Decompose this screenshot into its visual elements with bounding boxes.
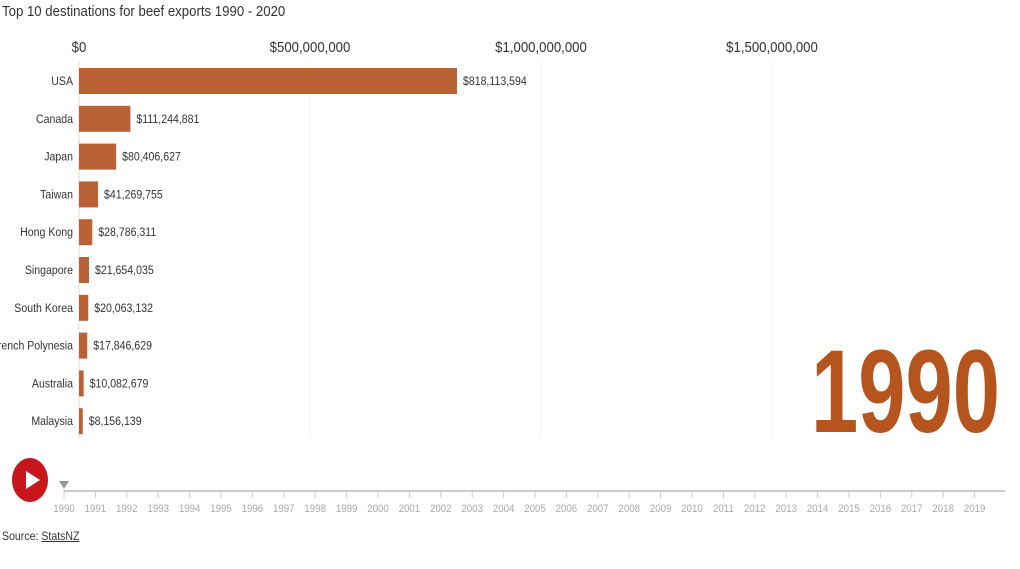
bar (79, 68, 457, 94)
timeline-year[interactable]: 2017 (901, 504, 923, 516)
bar (79, 219, 93, 246)
value-label: $818,113,594 (463, 75, 527, 88)
category-label: Hong Kong (20, 227, 73, 240)
x-tick-label: $0 (72, 38, 87, 55)
bar (79, 370, 84, 397)
timeline-year[interactable]: 1992 (116, 504, 138, 516)
timeline-handle (59, 481, 69, 489)
timeline-year[interactable]: 2011 (713, 504, 734, 516)
chart-title: Top 10 destinations for beef exports 199… (2, 3, 286, 20)
x-tick-label: $1,500,000,000 (726, 38, 818, 55)
source-label: Source: (2, 529, 39, 543)
timeline-year[interactable]: 1993 (147, 504, 169, 516)
current-year-label: 1990 (811, 325, 1000, 457)
timeline-year[interactable]: 2014 (807, 504, 829, 516)
value-label: $21,654,035 (95, 264, 154, 277)
value-label: $10,082,679 (90, 378, 149, 391)
value-label: $8,156,139 (89, 416, 142, 429)
timeline-year[interactable]: 2016 (870, 504, 892, 516)
category-label: Malaysia (31, 416, 73, 429)
x-tick-label: $500,000,000 (270, 38, 351, 55)
bar (79, 181, 99, 208)
timeline-year[interactable]: 2007 (587, 504, 609, 516)
timeline-year[interactable]: 1990 (53, 504, 75, 516)
value-label: $20,063,132 (94, 302, 153, 315)
x-tick-label: $1,000,000,000 (495, 38, 587, 55)
timeline-year[interactable]: 2003 (461, 504, 483, 516)
timeline-year[interactable]: 1991 (85, 504, 107, 516)
value-label: $17,846,629 (93, 340, 152, 353)
timeline-year[interactable]: 2010 (681, 504, 703, 516)
bar (79, 143, 117, 170)
timeline-year[interactable]: 2005 (524, 504, 546, 516)
timeline-year[interactable]: 2012 (744, 504, 766, 516)
value-label: $28,786,311 (98, 227, 156, 240)
category-label: South Korea (14, 302, 73, 315)
value-label: $80,406,627 (122, 151, 181, 164)
timeline-year[interactable]: 2018 (932, 504, 954, 516)
category-label: French Polynesia (0, 340, 74, 353)
timeline-year[interactable]: 2009 (650, 504, 672, 516)
timeline-year[interactable]: 1998 (304, 504, 326, 516)
timeline-year[interactable]: 1996 (242, 504, 264, 516)
bar (79, 294, 89, 321)
timeline-year[interactable]: 2015 (838, 504, 860, 516)
category-label: Canada (36, 113, 74, 126)
timeline-year[interactable]: 2013 (775, 504, 797, 516)
category-label: USA (51, 75, 73, 88)
bar (79, 257, 90, 283)
bar (79, 105, 131, 132)
timeline-year[interactable]: 2000 (367, 504, 389, 516)
timeline-year[interactable]: 1994 (179, 504, 201, 516)
timeline-year[interactable]: 2019 (964, 504, 986, 516)
timeline-year[interactable]: 2006 (556, 504, 578, 516)
timeline-year[interactable]: 2001 (399, 504, 421, 516)
source-link[interactable]: StatsNZ (41, 529, 80, 543)
timeline-year[interactable]: 2008 (618, 504, 640, 516)
category-label: Japan (44, 151, 73, 164)
category-label: Taiwan (40, 189, 73, 202)
category-label: Australia (32, 378, 74, 391)
timeline-year[interactable]: 2004 (493, 504, 515, 516)
value-label: $111,244,881 (136, 113, 199, 126)
value-label: $41,269,755 (104, 189, 163, 202)
timeline-year[interactable]: 1997 (273, 504, 295, 516)
timeline-year[interactable]: 2002 (430, 504, 452, 516)
play-button[interactable] (12, 458, 48, 502)
category-label: Singapore (25, 264, 73, 277)
source-note: Source: StatsNZ (2, 529, 79, 543)
bar (79, 332, 88, 359)
bar (79, 408, 83, 435)
timeline-year[interactable]: 1999 (336, 504, 358, 516)
timeline-year[interactable]: 1995 (210, 504, 232, 516)
